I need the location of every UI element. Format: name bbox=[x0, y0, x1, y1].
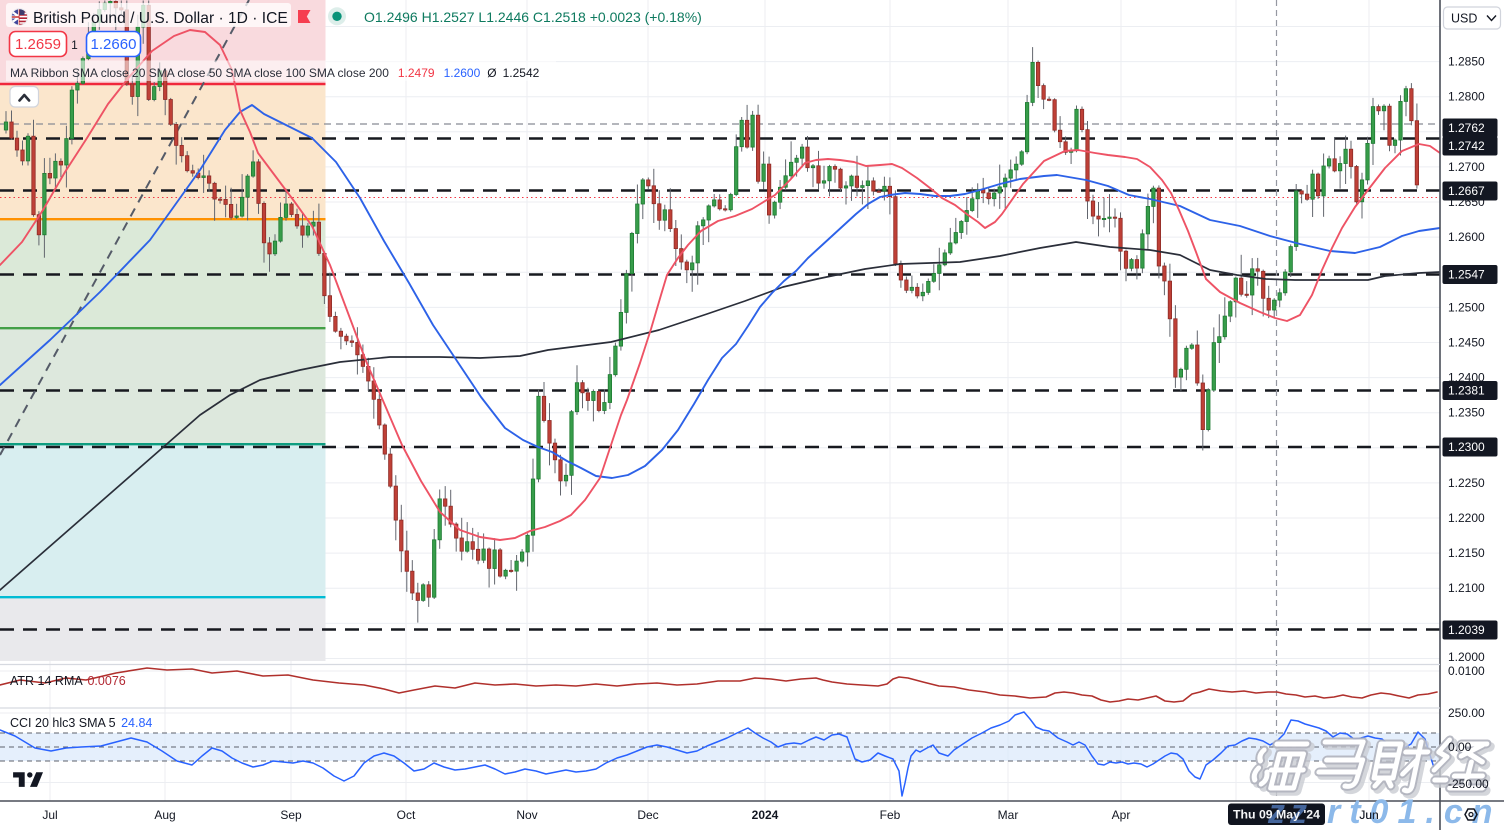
svg-text:zz: zz bbox=[1267, 793, 1312, 830]
svg-text:1.2450: 1.2450 bbox=[1448, 336, 1485, 350]
svg-text:1.2660: 1.2660 bbox=[91, 36, 137, 53]
svg-text:O1.2496 H1.2527 L1.2446 C1.251: O1.2496 H1.2527 L1.2446 C1.2518 +0.0023 … bbox=[364, 9, 702, 25]
svg-text:Thu 09 May '24: Thu 09 May '24 bbox=[1233, 808, 1320, 822]
svg-text:1.2600: 1.2600 bbox=[1448, 230, 1485, 244]
svg-text:Oct: Oct bbox=[397, 808, 416, 822]
svg-text:1.2762: 1.2762 bbox=[1448, 121, 1485, 135]
svg-text:Mar: Mar bbox=[998, 808, 1019, 822]
svg-text:1.2200: 1.2200 bbox=[1448, 511, 1485, 525]
svg-text:British Pound / U.S. Dollar ·: British Pound / U.S. Dollar · 1D · ICE bbox=[33, 10, 288, 27]
svg-text:1.2300: 1.2300 bbox=[1448, 440, 1485, 454]
svg-text:1.2667: 1.2667 bbox=[1448, 184, 1485, 198]
svg-text:0.0100: 0.0100 bbox=[1448, 664, 1485, 678]
svg-text:Feb: Feb bbox=[880, 808, 901, 822]
svg-text:1.2039: 1.2039 bbox=[1448, 623, 1485, 637]
svg-text:1.2000: 1.2000 bbox=[1448, 650, 1485, 664]
svg-text:Nov: Nov bbox=[516, 808, 537, 822]
svg-text:Dec: Dec bbox=[637, 808, 658, 822]
svg-text:1.2150: 1.2150 bbox=[1448, 546, 1485, 560]
svg-text:MA Ribbon SMA close 20 SMA clo: MA Ribbon SMA close 20 SMA close 50 SMA … bbox=[10, 66, 540, 80]
svg-text:rt01.cn: rt01.cn bbox=[1327, 793, 1502, 830]
svg-text:250.00: 250.00 bbox=[1448, 706, 1485, 720]
svg-text:-250.00: -250.00 bbox=[1448, 777, 1489, 791]
svg-text:2024: 2024 bbox=[752, 808, 779, 822]
svg-text:Jun: Jun bbox=[1359, 808, 1378, 822]
svg-text:1.2547: 1.2547 bbox=[1448, 268, 1485, 282]
svg-text:1.2700: 1.2700 bbox=[1448, 160, 1485, 174]
svg-text:1.2659: 1.2659 bbox=[15, 36, 61, 53]
svg-text:1.2381: 1.2381 bbox=[1448, 384, 1485, 398]
svg-text:1.2500: 1.2500 bbox=[1448, 300, 1485, 314]
svg-text:CCI 20 hlc3 SMA 5 24.84: CCI 20 hlc3 SMA 5 24.84 bbox=[10, 716, 152, 730]
svg-text:ATR 14 RMA 0.0076: ATR 14 RMA 0.0076 bbox=[10, 674, 126, 688]
svg-text:Aug: Aug bbox=[154, 808, 175, 822]
svg-text:1.2800: 1.2800 bbox=[1448, 90, 1485, 104]
svg-text:1.2850: 1.2850 bbox=[1448, 55, 1485, 69]
svg-text:Sep: Sep bbox=[280, 808, 302, 822]
svg-text:Jun: Jun bbox=[1359, 808, 1378, 822]
svg-text:1.2100: 1.2100 bbox=[1448, 581, 1485, 595]
svg-text:1: 1 bbox=[71, 38, 78, 52]
svg-text:Apr: Apr bbox=[1112, 808, 1131, 822]
svg-text:1.2350: 1.2350 bbox=[1448, 406, 1485, 420]
svg-text:1.2250: 1.2250 bbox=[1448, 476, 1485, 490]
svg-text:Jul: Jul bbox=[42, 808, 57, 822]
svg-text:USD: USD bbox=[1451, 12, 1477, 26]
svg-text:0.00: 0.00 bbox=[1448, 740, 1472, 754]
svg-text:1.2742: 1.2742 bbox=[1448, 139, 1485, 153]
